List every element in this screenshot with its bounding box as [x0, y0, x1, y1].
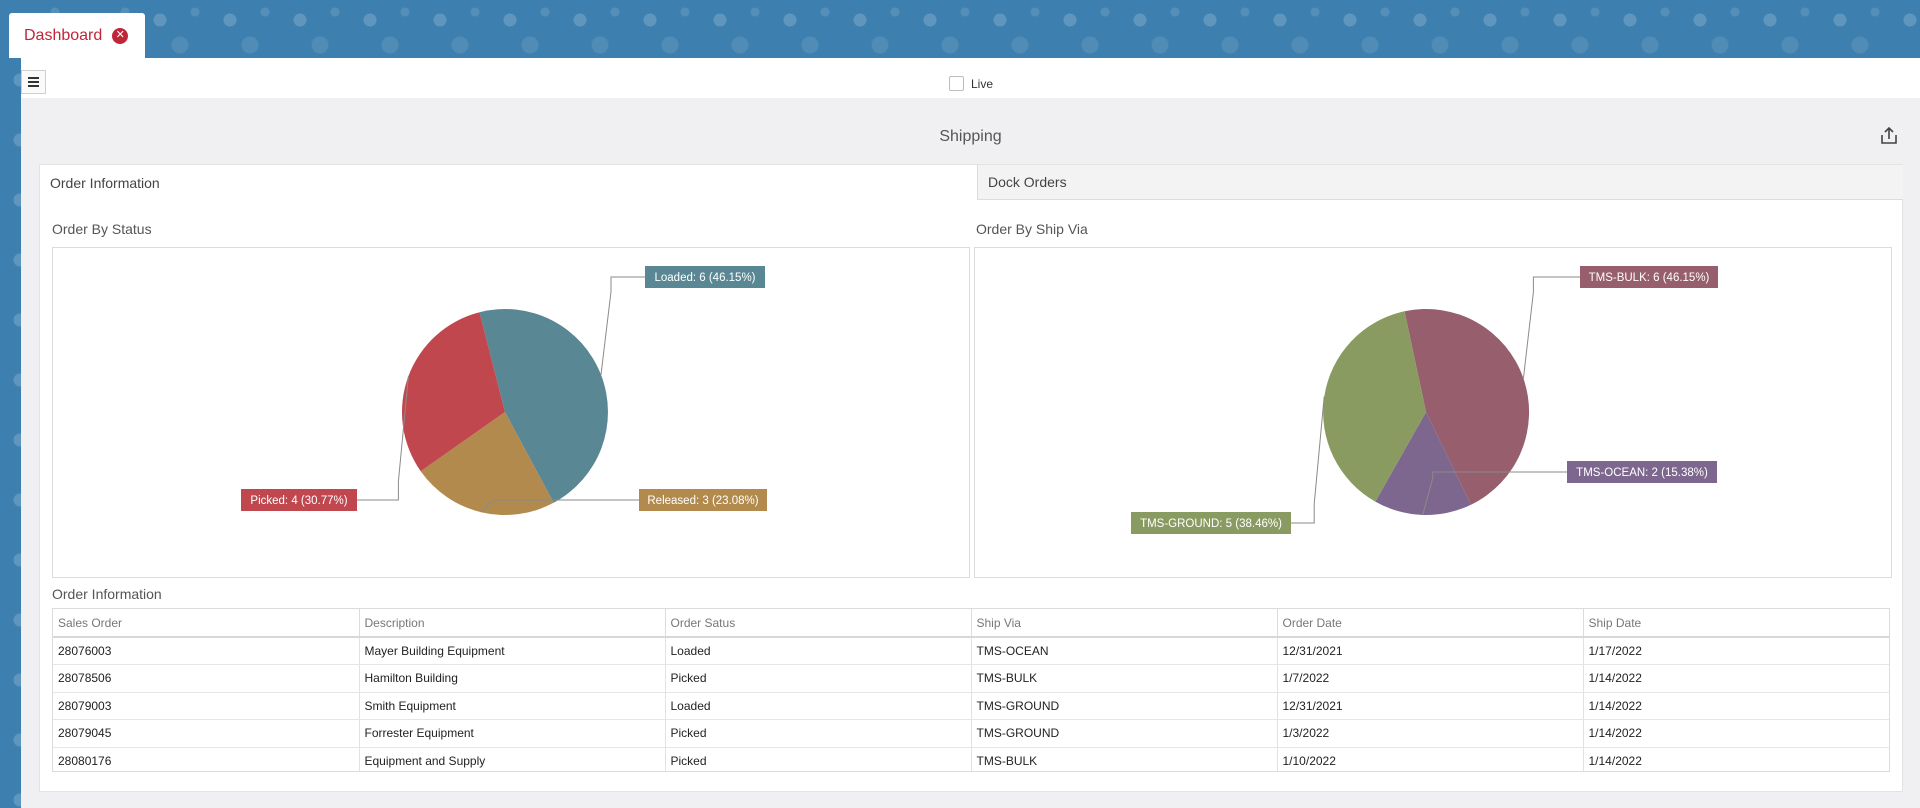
- data-label-box: [1567, 461, 1717, 483]
- data-label: TMS-BULK: 6 (46.15%): [1589, 272, 1710, 284]
- live-toggle[interactable]: Live: [949, 76, 993, 91]
- cell-sales-order: 28079045: [53, 719, 360, 748]
- tab-order-information[interactable]: Order Information: [40, 165, 976, 200]
- cell-order-status: Loaded: [665, 637, 972, 665]
- cell-description: Hamilton Building: [359, 664, 666, 693]
- tab-dock-orders[interactable]: Dock Orders: [977, 165, 1903, 200]
- data-label-box: [1580, 266, 1718, 288]
- live-label: Live: [971, 76, 994, 91]
- cell-order-date: 1/10/2022: [1277, 747, 1584, 771]
- cell-description: Forrester Equipment: [359, 719, 666, 748]
- table-row[interactable]: 28079003 Smith Equipment Loaded TMS-GROU…: [53, 692, 1889, 720]
- column-header-description[interactable]: Description: [359, 609, 666, 638]
- column-header-ship-via[interactable]: Ship Via: [971, 609, 1278, 638]
- live-checkbox[interactable]: [949, 76, 964, 91]
- cell-ship-via: TMS-BULK: [971, 747, 1278, 771]
- tab-bar: Dashboard ✕: [0, 0, 1920, 58]
- cell-ship-via: TMS-OCEAN: [971, 637, 1278, 665]
- pie-slice-released[interactable]: [420, 412, 554, 515]
- close-icon[interactable]: ✕: [112, 27, 129, 44]
- order-by-ship-via-pie: TMS-BULK: 6 (46.15%) TMS-OCEAN: 2 (15.38%…: [1131, 266, 1718, 534]
- order-by-status-pie: Loaded: 6 (46.15%) Released: 3 (23.08%) Pi…: [241, 266, 767, 515]
- toolbar: Live: [21, 58, 1920, 98]
- tab-order-information-label: Order Information: [50, 174, 160, 191]
- order-by-ship-via-heading: Order By Ship Via: [976, 221, 1088, 237]
- cell-ship-date: 1/14/2022: [1583, 719, 1889, 748]
- cell-order-status: Loaded: [665, 692, 972, 720]
- tab-dashboard[interactable]: Dashboard ✕: [9, 13, 145, 58]
- cell-order-date: 1/3/2022: [1277, 719, 1584, 748]
- table-row[interactable]: 28080176 Equipment and Supply Picked TMS…: [53, 747, 1889, 771]
- order-by-status-chart: Loaded: 6 (46.15%) Released: 3 (23.08%) Pi…: [52, 247, 970, 578]
- data-label-box: [241, 489, 357, 511]
- cell-order-status: Picked: [665, 719, 972, 748]
- cell-order-status: Picked: [665, 747, 972, 771]
- data-label: Picked: 4 (30.77%): [250, 495, 347, 507]
- cell-order-date: 1/7/2022: [1277, 664, 1584, 693]
- data-label: TMS-OCEAN: 2 (15.38%): [1576, 467, 1708, 479]
- cell-description: Equipment and Supply: [359, 747, 666, 771]
- data-label-box: [639, 489, 767, 511]
- cell-ship-via: TMS-BULK: [971, 664, 1278, 693]
- table-header-row: Sales Order Description Order Satus Ship…: [53, 609, 1889, 638]
- leader-line: [357, 376, 409, 501]
- pie-slice-loaded[interactable]: [479, 308, 608, 503]
- leader-line: [600, 276, 645, 375]
- cell-ship-via: TMS-GROUND: [971, 719, 1278, 748]
- cell-ship-date: 1/14/2022: [1583, 692, 1889, 720]
- data-label-box: [1131, 512, 1291, 534]
- pie-slice-tms-ocean[interactable]: [1375, 412, 1471, 516]
- cell-ship-date: 1/17/2022: [1583, 637, 1889, 665]
- hamburger-icon[interactable]: [21, 70, 46, 94]
- leader-line: [1522, 276, 1580, 379]
- column-header-order-date[interactable]: Order Date: [1277, 609, 1584, 638]
- column-header-sales-order[interactable]: Sales Order: [53, 609, 360, 638]
- cell-sales-order: 28076003: [53, 637, 360, 665]
- shipping-panel: Order Information Dock Orders Order By S…: [39, 164, 1903, 792]
- order-information-table: Sales Order Description Order Satus Ship…: [52, 608, 1890, 772]
- cell-order-date: 12/31/2021: [1277, 692, 1584, 720]
- order-information-heading: Order Information: [52, 586, 162, 602]
- leader-line: [1422, 471, 1567, 516]
- table-row[interactable]: 28079045 Forrester Equipment Picked TMS-…: [53, 719, 1889, 748]
- column-header-ship-date[interactable]: Ship Date: [1583, 609, 1889, 638]
- cell-description: Mayer Building Equipment: [359, 637, 666, 665]
- data-label: TMS-GROUND: 5 (38.46%): [1140, 518, 1282, 530]
- cell-sales-order: 28079003: [53, 692, 360, 720]
- column-header-order-status[interactable]: Order Satus: [665, 609, 972, 638]
- leader-line: [1291, 396, 1325, 524]
- pie-slice-picked[interactable]: [401, 312, 505, 472]
- tab-dock-orders-label: Dock Orders: [988, 174, 1067, 190]
- cell-order-status: Picked: [665, 664, 972, 693]
- pie-slice-tms-ground[interactable]: [1323, 311, 1426, 502]
- pie-slice-tms-bulk[interactable]: [1404, 309, 1530, 505]
- cell-description: Smith Equipment: [359, 692, 666, 720]
- dashboard-frame: Live Shipping Order Information Dock Ord…: [21, 58, 1920, 808]
- order-by-ship-via-chart: TMS-BULK: 6 (46.15%) TMS-OCEAN: 2 (15.38%…: [974, 247, 1892, 578]
- data-label: Loaded: 6 (46.15%): [654, 272, 755, 284]
- cell-ship-date: 1/14/2022: [1583, 664, 1889, 693]
- cell-order-date: 12/31/2021: [1277, 637, 1584, 665]
- order-by-status-heading: Order By Status: [52, 221, 152, 237]
- table-row[interactable]: 28076003 Mayer Building Equipment Loaded…: [53, 637, 1889, 665]
- cell-ship-date: 1/14/2022: [1583, 747, 1889, 771]
- data-label: Released: 3 (23.08%): [647, 495, 758, 507]
- content-area: Shipping Order Information Dock Orders O…: [21, 98, 1920, 808]
- cell-ship-via: TMS-GROUND: [971, 692, 1278, 720]
- share-icon[interactable]: [1879, 126, 1899, 146]
- tab-dashboard-label: Dashboard: [24, 26, 103, 44]
- data-label-box: [645, 266, 765, 288]
- cell-sales-order: 28078506: [53, 664, 360, 693]
- page-title: Shipping: [939, 128, 1002, 145]
- table-row[interactable]: 28078506 Hamilton Building Picked TMS-BU…: [53, 664, 1889, 693]
- leader-line: [480, 499, 639, 513]
- cell-sales-order: 28080176: [53, 747, 360, 771]
